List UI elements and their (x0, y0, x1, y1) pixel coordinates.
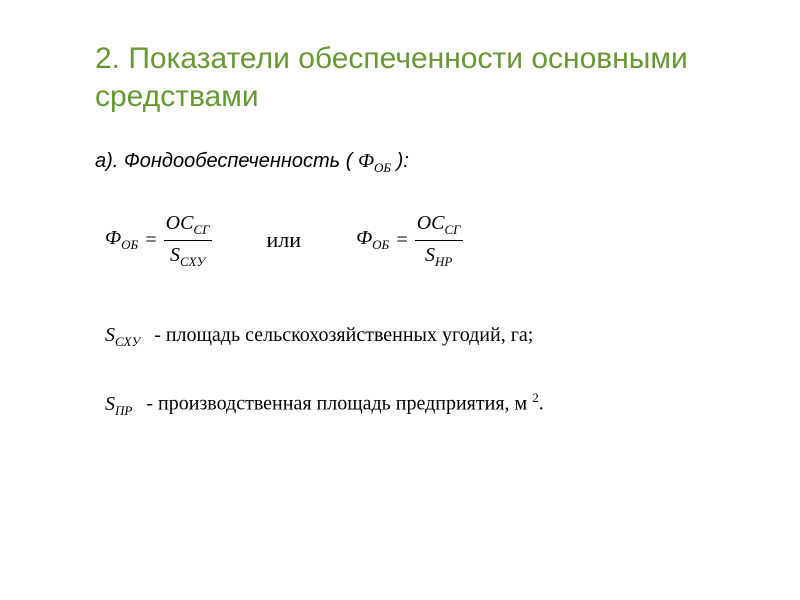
formula-1-numerator: ОССГ (164, 211, 212, 240)
formula-row: ФОБ = ОССГ SСХУ или ФОБ = ОССГ SНР (95, 211, 740, 269)
equals-sign: = (395, 229, 409, 252)
formula-2-denominator: SНР (423, 241, 454, 270)
formula-1-fraction: ОССГ SСХУ (164, 211, 212, 269)
formula-2-fraction: ОССГ SНР (415, 211, 463, 269)
legend-block: SСХУ - площадь сельскохозяйственных угод… (95, 324, 740, 419)
legend-symbol-1: SСХУ (105, 324, 140, 350)
formula-2: ФОБ = ОССГ SНР (356, 211, 463, 269)
formula-1-lhs: ФОБ (105, 227, 138, 253)
formula-2-numerator: ОССГ (415, 211, 463, 240)
item-a-suffix: ): (397, 150, 409, 172)
item-a-prefix: а). Фондообеспеченность ( (95, 150, 352, 172)
slide-title: 2. Показатели обеспеченности основными с… (95, 40, 760, 115)
formula-1-denominator: SСХУ (168, 241, 207, 270)
or-separator: или (267, 227, 302, 253)
content-area: а). Фондообеспеченность ( ФОБ ): ФОБ = О… (0, 125, 800, 419)
legend-desc-1: - площадь сельскохозяйственных угодий, г… (154, 324, 533, 347)
legend-desc-2: - производственная площадь предприятия, … (146, 390, 543, 416)
equals-sign: = (144, 229, 158, 252)
legend-symbol-2: SПР (105, 393, 132, 419)
phi-ob-inline: ФОБ (358, 150, 391, 172)
formula-2-lhs: ФОБ (356, 227, 389, 253)
legend-row-1: SСХУ - площадь сельскохозяйственных угод… (105, 324, 740, 350)
legend-row-2: SПР - производственная площадь предприят… (105, 390, 740, 419)
item-a-line: а). Фондообеспеченность ( ФОБ ): (95, 150, 740, 176)
formula-1: ФОБ = ОССГ SСХУ (105, 211, 212, 269)
